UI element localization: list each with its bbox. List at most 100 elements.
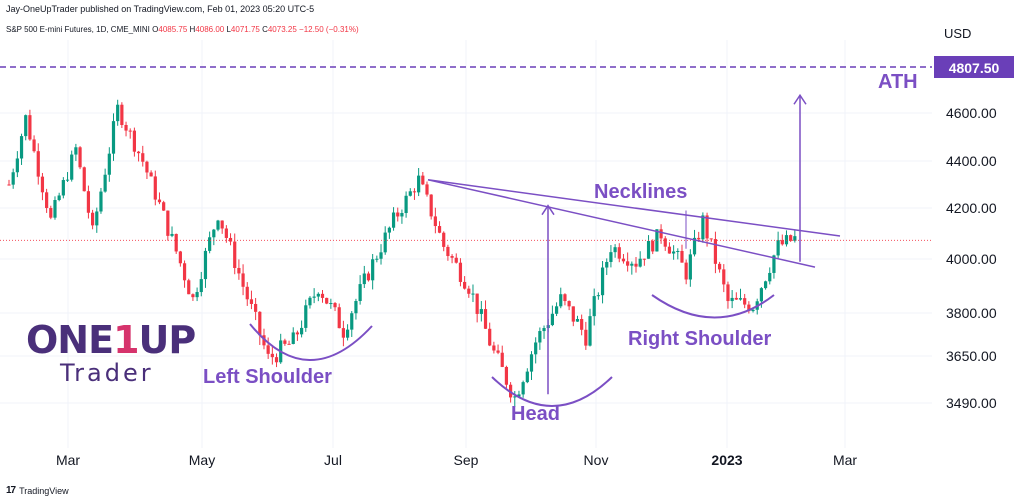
candle-body-41 xyxy=(178,251,182,264)
candle-body-64 xyxy=(274,357,279,363)
candle-body-108 xyxy=(458,262,463,282)
candle-body-110 xyxy=(467,288,471,294)
candle-body-68 xyxy=(291,332,295,344)
candle-body-90 xyxy=(383,232,387,253)
logo-up: UP xyxy=(138,318,197,362)
candle-body-45 xyxy=(195,292,199,298)
candle-body-153 xyxy=(646,240,651,259)
candle-body-2 xyxy=(15,158,19,173)
time-axis[interactable]: Mar May Jul Sep Nov 2023 Mar xyxy=(56,452,857,468)
candle-body-187 xyxy=(789,235,793,241)
candle-body-22 xyxy=(99,191,103,212)
candle-body-91 xyxy=(387,227,391,233)
candle-body-56 xyxy=(241,273,245,287)
candle-body-100 xyxy=(425,184,429,195)
logo-accent: 1 xyxy=(113,318,139,362)
candle-body-4 xyxy=(24,115,28,137)
candle-body-146 xyxy=(617,247,621,259)
candle-body-165 xyxy=(697,237,701,240)
candle-body-32 xyxy=(141,153,145,162)
candle-body-84 xyxy=(358,284,362,301)
candle-body-171 xyxy=(722,269,726,285)
time-tick-0: Mar xyxy=(56,452,80,468)
candle-body-105 xyxy=(446,246,450,257)
candle-body-34 xyxy=(149,172,153,177)
publisher-line: Jay-OneUpTrader published on TradingView… xyxy=(6,4,315,14)
time-tick-2: Jul xyxy=(324,452,342,468)
candle-body-79 xyxy=(337,307,341,329)
candle-body-99 xyxy=(421,175,425,185)
close-value: 4073.25 xyxy=(267,25,297,34)
candle-body-147 xyxy=(621,258,626,262)
candle-body-66 xyxy=(283,340,287,344)
price-axis[interactable]: 4600.00 4400.00 4200.00 4000.00 3800.00 3650.… xyxy=(934,56,1014,411)
candle-body-94 xyxy=(400,213,404,217)
candle-body-142 xyxy=(600,267,605,296)
tradingview-logo-icon: 17 xyxy=(6,485,16,496)
price-tick-5: 3650.00 xyxy=(946,348,997,364)
candle-body-131 xyxy=(554,306,559,314)
candle-body-98 xyxy=(417,175,421,193)
price-tick-1: 4400.00 xyxy=(946,153,997,169)
neckline-lower xyxy=(427,179,816,268)
candle-body-25 xyxy=(111,121,116,154)
candle-body-138 xyxy=(584,329,588,346)
candle-body-93 xyxy=(396,212,400,217)
candle-body-52 xyxy=(224,228,228,238)
candle-body-1 xyxy=(11,172,15,185)
price-tick-0: 4600.00 xyxy=(946,105,997,121)
candle-body-102 xyxy=(433,216,437,227)
candle-body-39 xyxy=(170,233,174,236)
candle-body-181 xyxy=(763,281,768,289)
candle-body-180 xyxy=(759,288,763,302)
candle-body-184 xyxy=(776,240,780,256)
candle-body-53 xyxy=(228,237,233,242)
candle-body-186 xyxy=(784,235,789,245)
candle-body-28 xyxy=(124,124,128,131)
candle-body-82 xyxy=(350,313,354,330)
candle-body-164 xyxy=(692,237,697,255)
right-shoulder-label: Right Shoulder xyxy=(628,328,772,350)
candle-body-17 xyxy=(78,147,82,168)
head-arc xyxy=(491,376,613,407)
ath-label: ATH xyxy=(878,71,918,93)
candle-body-55 xyxy=(237,267,241,274)
candle-body-46 xyxy=(199,279,203,293)
candle-body-71 xyxy=(304,305,308,328)
candle-body-75 xyxy=(320,293,325,298)
candle-body-166 xyxy=(701,215,705,240)
candle-body-83 xyxy=(354,300,358,314)
candle-body-159 xyxy=(672,251,676,254)
candle-body-156 xyxy=(659,229,663,239)
candle-body-133 xyxy=(563,294,567,302)
candle-body-125 xyxy=(529,354,534,372)
high-label: H xyxy=(189,25,196,34)
candle-body-44 xyxy=(191,294,195,298)
candle-body-40 xyxy=(174,233,178,252)
footer: 17 TradingView xyxy=(6,485,69,496)
candle-body-77 xyxy=(329,303,333,305)
candle-body-33 xyxy=(145,161,149,173)
candle-body-155 xyxy=(655,229,659,252)
candle-body-137 xyxy=(580,318,584,330)
logo-one: ONE xyxy=(26,318,114,362)
candle-body-175 xyxy=(738,298,743,300)
left-shoulder-arc xyxy=(249,323,373,361)
annotations: ATH Necklines Left Shoulder Head Right Shoul… xyxy=(0,66,932,425)
candle-body-173 xyxy=(730,297,734,302)
candle-body-168 xyxy=(709,238,713,240)
candle-body-16 xyxy=(74,147,78,155)
candle-body-50 xyxy=(216,220,220,230)
candle-body-112 xyxy=(475,293,479,314)
time-tick-1: May xyxy=(189,452,215,468)
candle-body-176 xyxy=(743,298,747,305)
candle-body-116 xyxy=(492,345,496,351)
candle-body-31 xyxy=(136,151,141,154)
candle-body-145 xyxy=(613,247,617,253)
candle-body-151 xyxy=(638,258,642,267)
candle-body-0 xyxy=(7,184,11,186)
candle-body-92 xyxy=(391,212,396,228)
footer-label: TradingView xyxy=(19,485,69,496)
ath-price-badge xyxy=(934,56,1014,78)
